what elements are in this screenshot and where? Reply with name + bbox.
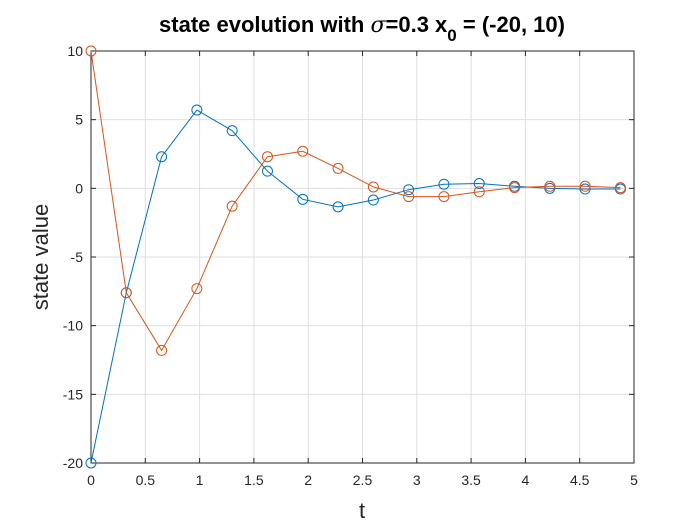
chart-title: state evolution with σ=0.3 x0 = (-20, 10… bbox=[159, 12, 565, 45]
x-tick-label: 1.5 bbox=[244, 472, 264, 488]
x-tick-labels: 0 0.5 1 1.5 2 2.5 3 3.5 4 4.5 5 bbox=[87, 472, 638, 488]
series-group bbox=[85, 45, 626, 469]
x-tick-label: 0 bbox=[87, 472, 95, 488]
data-point bbox=[332, 162, 344, 174]
x-tick-label: 2.5 bbox=[353, 472, 373, 488]
data-point bbox=[297, 145, 309, 157]
data-point bbox=[85, 457, 97, 469]
x-axis-label: t bbox=[359, 498, 365, 523]
x-tick-label: 2 bbox=[304, 472, 312, 488]
data-point bbox=[579, 183, 591, 195]
data-point bbox=[297, 193, 309, 205]
x-tick-label: 0.5 bbox=[136, 472, 156, 488]
data-point bbox=[156, 151, 168, 163]
data-point bbox=[261, 165, 273, 177]
data-point bbox=[579, 180, 591, 192]
data-point bbox=[367, 181, 379, 193]
y-tick-label: 0 bbox=[75, 180, 83, 196]
y-tick-label: -10 bbox=[63, 318, 83, 334]
data-point bbox=[85, 45, 97, 57]
x-tick-label: 4.5 bbox=[570, 472, 590, 488]
x-tick-label: 3.5 bbox=[461, 472, 481, 488]
data-point bbox=[473, 178, 485, 190]
data-point bbox=[261, 151, 273, 163]
data-point bbox=[614, 182, 626, 194]
x-tick-label: 3 bbox=[413, 472, 421, 488]
data-point bbox=[120, 287, 132, 299]
data-point bbox=[403, 191, 415, 203]
data-point bbox=[367, 194, 379, 206]
x-tick-label: 1 bbox=[196, 472, 204, 488]
x-tick-label: 4 bbox=[522, 472, 530, 488]
y-axis-label: state value bbox=[28, 204, 53, 310]
y-tick-label: -20 bbox=[63, 455, 83, 471]
data-point bbox=[544, 180, 556, 192]
series-line-2 bbox=[90, 50, 621, 352]
y-tick-labels: -20 -15 -10 -5 0 5 10 bbox=[63, 43, 83, 471]
x-tick-label: 5 bbox=[630, 472, 638, 488]
data-point bbox=[438, 191, 450, 203]
data-point bbox=[156, 344, 168, 356]
data-point bbox=[509, 182, 521, 194]
data-point bbox=[403, 184, 415, 196]
data-point bbox=[332, 201, 344, 213]
y-tick-label: -5 bbox=[71, 249, 84, 265]
data-point bbox=[438, 178, 450, 190]
data-point bbox=[191, 104, 203, 116]
data-point bbox=[191, 283, 203, 295]
data-point bbox=[226, 125, 238, 137]
axis-ticks bbox=[90, 50, 635, 464]
data-point bbox=[226, 200, 238, 212]
y-tick-label: 10 bbox=[67, 43, 83, 59]
data-point bbox=[473, 186, 485, 198]
y-tick-label: -15 bbox=[63, 386, 83, 402]
y-tick-label: 5 bbox=[75, 112, 83, 128]
